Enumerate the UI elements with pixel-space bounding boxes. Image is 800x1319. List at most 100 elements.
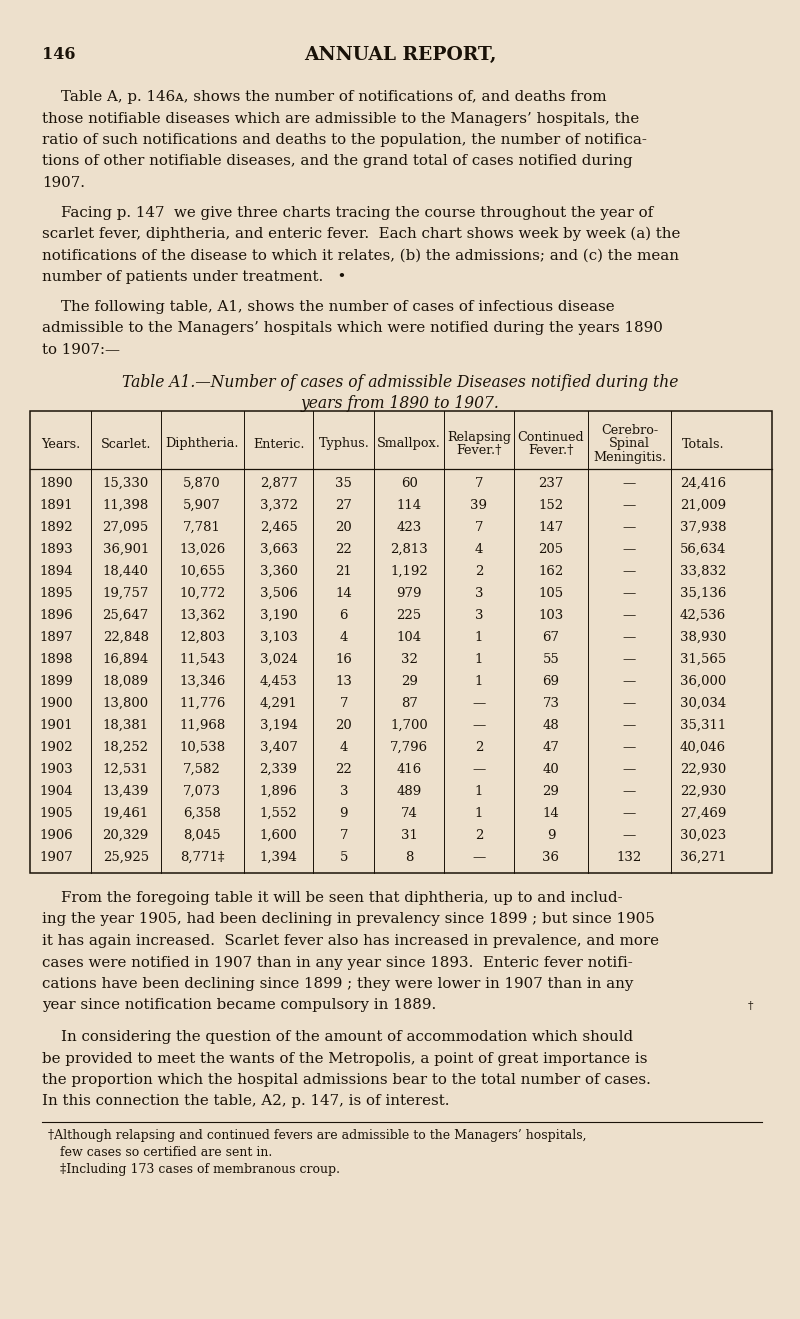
Text: 14: 14 bbox=[335, 587, 352, 600]
Text: 7,781: 7,781 bbox=[183, 521, 221, 534]
Text: 7,582: 7,582 bbox=[183, 762, 221, 776]
Text: 4,291: 4,291 bbox=[260, 696, 298, 710]
Text: Table A1.—Number of cases of admissible Diseases notified during the: Table A1.—Number of cases of admissible … bbox=[122, 375, 678, 390]
Text: Smallpox.: Smallpox. bbox=[378, 438, 441, 451]
Text: 21: 21 bbox=[335, 565, 352, 578]
Text: 3: 3 bbox=[474, 609, 483, 623]
Text: 20: 20 bbox=[335, 521, 352, 534]
Text: 24,416: 24,416 bbox=[680, 477, 726, 489]
Text: 423: 423 bbox=[397, 521, 422, 534]
Text: 7,073: 7,073 bbox=[183, 785, 221, 798]
Text: 18,089: 18,089 bbox=[102, 675, 149, 689]
Text: 13,026: 13,026 bbox=[179, 543, 226, 557]
Text: —: — bbox=[472, 851, 486, 864]
Text: 14: 14 bbox=[542, 807, 559, 820]
Text: 29: 29 bbox=[542, 785, 559, 798]
Text: 7,796: 7,796 bbox=[390, 741, 428, 754]
Text: 147: 147 bbox=[538, 521, 563, 534]
Text: 16,894: 16,894 bbox=[102, 653, 149, 666]
Text: 9: 9 bbox=[340, 807, 348, 820]
Text: 1895: 1895 bbox=[39, 587, 73, 600]
Text: 3,024: 3,024 bbox=[260, 653, 298, 666]
Text: Typhus.: Typhus. bbox=[318, 438, 370, 451]
Text: 1903: 1903 bbox=[39, 762, 73, 776]
Text: 416: 416 bbox=[397, 762, 422, 776]
Text: 1894: 1894 bbox=[39, 565, 73, 578]
Text: Facing p. 147  we give three charts tracing the course throughout the year of: Facing p. 147 we give three charts traci… bbox=[42, 206, 654, 219]
Text: 11,398: 11,398 bbox=[102, 499, 149, 512]
Text: —: — bbox=[623, 741, 636, 754]
Text: In this connection the table, A2, p. 147, is of interest.: In this connection the table, A2, p. 147… bbox=[42, 1095, 450, 1108]
Text: 2: 2 bbox=[474, 830, 483, 842]
Text: Years.: Years. bbox=[41, 438, 80, 451]
Text: 31: 31 bbox=[401, 830, 418, 842]
Text: 48: 48 bbox=[542, 719, 559, 732]
Text: 4: 4 bbox=[474, 543, 483, 557]
Text: Fever.†: Fever.† bbox=[528, 445, 574, 456]
Text: 1: 1 bbox=[474, 675, 483, 689]
Text: Continued: Continued bbox=[518, 431, 584, 445]
Text: 20,329: 20,329 bbox=[102, 830, 149, 842]
Text: ANNUAL REPORT,: ANNUAL REPORT, bbox=[304, 46, 496, 65]
Text: —: — bbox=[472, 762, 486, 776]
Text: 18,252: 18,252 bbox=[102, 741, 149, 754]
Text: —: — bbox=[623, 587, 636, 600]
Text: 1899: 1899 bbox=[39, 675, 73, 689]
Text: 74: 74 bbox=[401, 807, 418, 820]
Text: In considering the question of the amount of accommodation which should: In considering the question of the amoun… bbox=[42, 1030, 633, 1045]
Text: —: — bbox=[623, 499, 636, 512]
Text: 1907.: 1907. bbox=[42, 175, 85, 190]
Text: Spinal: Spinal bbox=[609, 438, 650, 451]
Text: 27,095: 27,095 bbox=[102, 521, 149, 534]
Text: 27: 27 bbox=[335, 499, 352, 512]
Text: 36,000: 36,000 bbox=[680, 675, 726, 689]
Text: years from 1890 to 1907.: years from 1890 to 1907. bbox=[301, 394, 499, 412]
Text: —: — bbox=[623, 719, 636, 732]
Text: †: † bbox=[748, 1001, 754, 1010]
Text: —: — bbox=[623, 762, 636, 776]
Text: 40: 40 bbox=[542, 762, 559, 776]
Text: 30,023: 30,023 bbox=[680, 830, 726, 842]
Text: 1: 1 bbox=[474, 630, 483, 644]
Text: 1,700: 1,700 bbox=[390, 719, 428, 732]
Text: 237: 237 bbox=[538, 477, 563, 489]
Text: Table A, p. 146ᴀ, shows the number of notifications of, and deaths from: Table A, p. 146ᴀ, shows the number of no… bbox=[42, 90, 606, 104]
Text: 3,194: 3,194 bbox=[260, 719, 298, 732]
Text: it has again increased.  Scarlet fever also has increased in prevalence, and mor: it has again increased. Scarlet fever al… bbox=[42, 934, 659, 948]
Text: ing the year 1905, had been declining in prevalency since 1899 ; but since 1905: ing the year 1905, had been declining in… bbox=[42, 913, 654, 926]
Text: 2,813: 2,813 bbox=[390, 543, 428, 557]
Text: year since notification became compulsory in 1889.: year since notification became compulsor… bbox=[42, 998, 436, 1013]
Text: 4,453: 4,453 bbox=[260, 675, 298, 689]
Text: 4: 4 bbox=[340, 741, 348, 754]
Text: 2,877: 2,877 bbox=[260, 477, 298, 489]
Text: 15,330: 15,330 bbox=[102, 477, 149, 489]
Text: 33,832: 33,832 bbox=[680, 565, 726, 578]
Text: 8,045: 8,045 bbox=[183, 830, 221, 842]
Text: ‡Including 173 cases of membranous croup.: ‡Including 173 cases of membranous croup… bbox=[60, 1163, 340, 1177]
Text: 105: 105 bbox=[538, 587, 563, 600]
Text: 37,938: 37,938 bbox=[680, 521, 726, 534]
Text: 3,407: 3,407 bbox=[260, 741, 298, 754]
Text: 1906: 1906 bbox=[39, 830, 73, 842]
Text: 12,531: 12,531 bbox=[102, 762, 149, 776]
Text: 10,538: 10,538 bbox=[179, 741, 226, 754]
Text: 36: 36 bbox=[542, 851, 559, 864]
Text: 1892: 1892 bbox=[39, 521, 73, 534]
Text: Enteric.: Enteric. bbox=[253, 438, 304, 451]
Text: 225: 225 bbox=[397, 609, 422, 623]
Text: —: — bbox=[623, 565, 636, 578]
Text: admissible to the Managers’ hospitals which were notified during the years 1890: admissible to the Managers’ hospitals wh… bbox=[42, 321, 663, 335]
Text: ratio of such notifications and deaths to the population, the number of notifica: ratio of such notifications and deaths t… bbox=[42, 133, 647, 146]
Text: 1891: 1891 bbox=[39, 499, 73, 512]
Text: 22: 22 bbox=[335, 762, 352, 776]
Bar bbox=[30, 412, 772, 873]
Text: 7: 7 bbox=[340, 830, 348, 842]
Text: Scarlet.: Scarlet. bbox=[101, 438, 151, 451]
Text: 5,870: 5,870 bbox=[183, 477, 221, 489]
Text: —: — bbox=[623, 609, 636, 623]
Text: —: — bbox=[623, 521, 636, 534]
Text: 20: 20 bbox=[335, 719, 352, 732]
Text: 13,439: 13,439 bbox=[102, 785, 149, 798]
Text: 69: 69 bbox=[542, 675, 559, 689]
Text: 1902: 1902 bbox=[39, 741, 73, 754]
